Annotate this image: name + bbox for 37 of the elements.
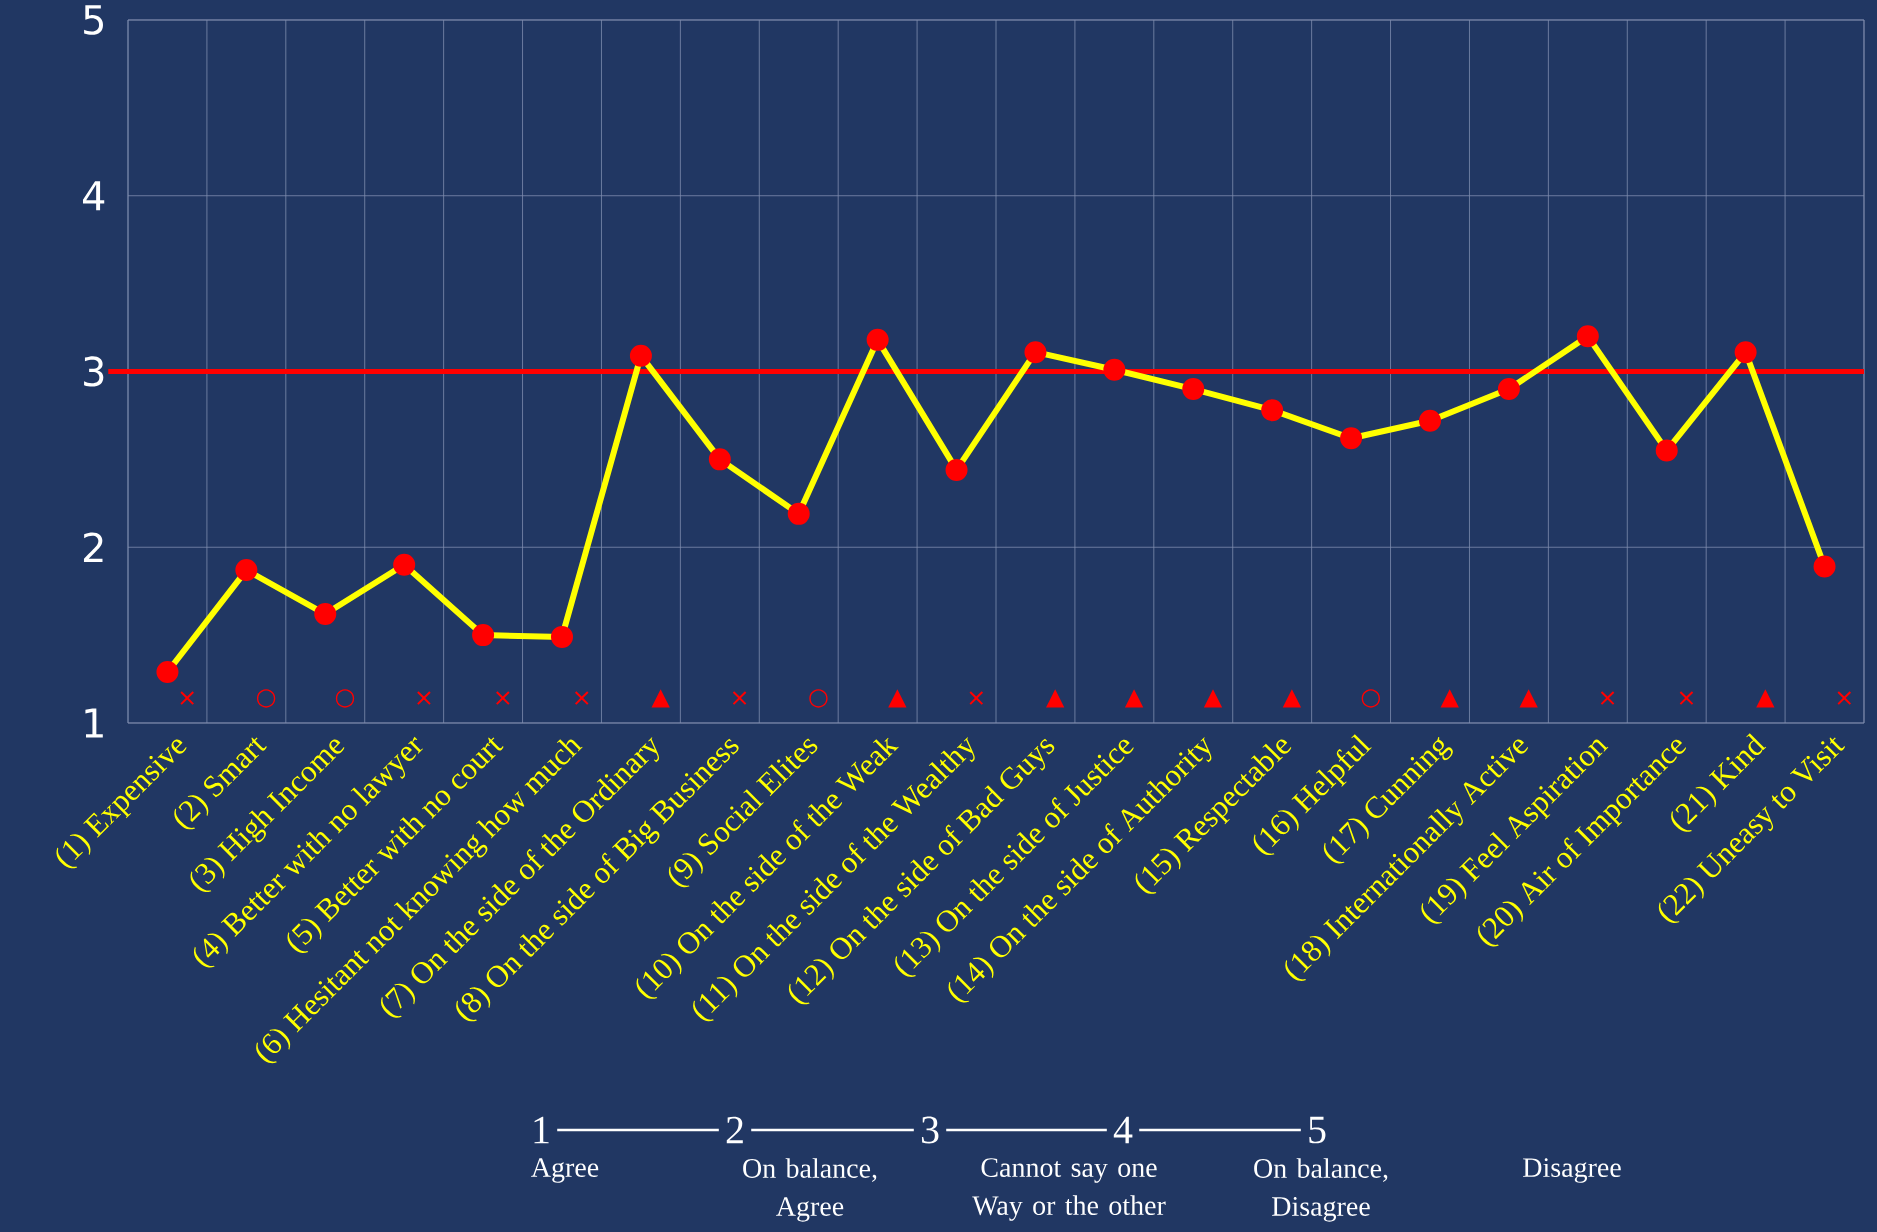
annotation: ×	[417, 691, 431, 705]
text: Disagree	[1523, 1158, 1621, 1183]
y-tick-label: 4	[82, 181, 105, 211]
annotation: ×	[1679, 691, 1694, 705]
text: 1	[534, 1116, 549, 1144]
annotation: ○	[809, 689, 828, 708]
annotation: ×	[1837, 691, 1852, 705]
text: 5	[1309, 1116, 1326, 1144]
annotation: ▲	[888, 689, 907, 708]
text: On balance, Agree	[743, 1158, 877, 1222]
annotation: ▲	[1046, 689, 1065, 708]
annotation: ×	[1600, 691, 1615, 705]
annotation: ▲	[1203, 689, 1223, 708]
text: 2	[726, 1116, 743, 1144]
annotation: ○	[335, 689, 355, 708]
y-tick-label: 1	[85, 708, 103, 738]
text: 4	[1113, 1116, 1133, 1144]
y-tick-label: 2	[83, 532, 103, 563]
annotation: ×	[496, 691, 510, 705]
annotation: ▲	[1519, 689, 1538, 708]
y-tick-label: 5	[84, 5, 103, 35]
annotation: ×	[969, 691, 984, 705]
annotation: ×	[574, 691, 589, 705]
annotation: ▲	[651, 689, 670, 708]
text: On balance, Disagree	[1254, 1158, 1388, 1222]
annotation: ▲	[1282, 689, 1302, 708]
annotation: ×	[180, 691, 194, 705]
annotation: ▲	[1124, 689, 1144, 708]
text: Cannot say one Way or the other	[972, 1158, 1166, 1221]
annotation: ×	[732, 691, 747, 705]
y-tick-label: 3	[84, 356, 104, 387]
annotation: ○	[256, 689, 276, 708]
annotation: ▲	[1440, 689, 1459, 708]
text: Agree	[531, 1158, 599, 1183]
text: 3	[921, 1116, 939, 1144]
annotation: ○	[1361, 689, 1380, 708]
annotation: ▲	[1756, 689, 1775, 708]
